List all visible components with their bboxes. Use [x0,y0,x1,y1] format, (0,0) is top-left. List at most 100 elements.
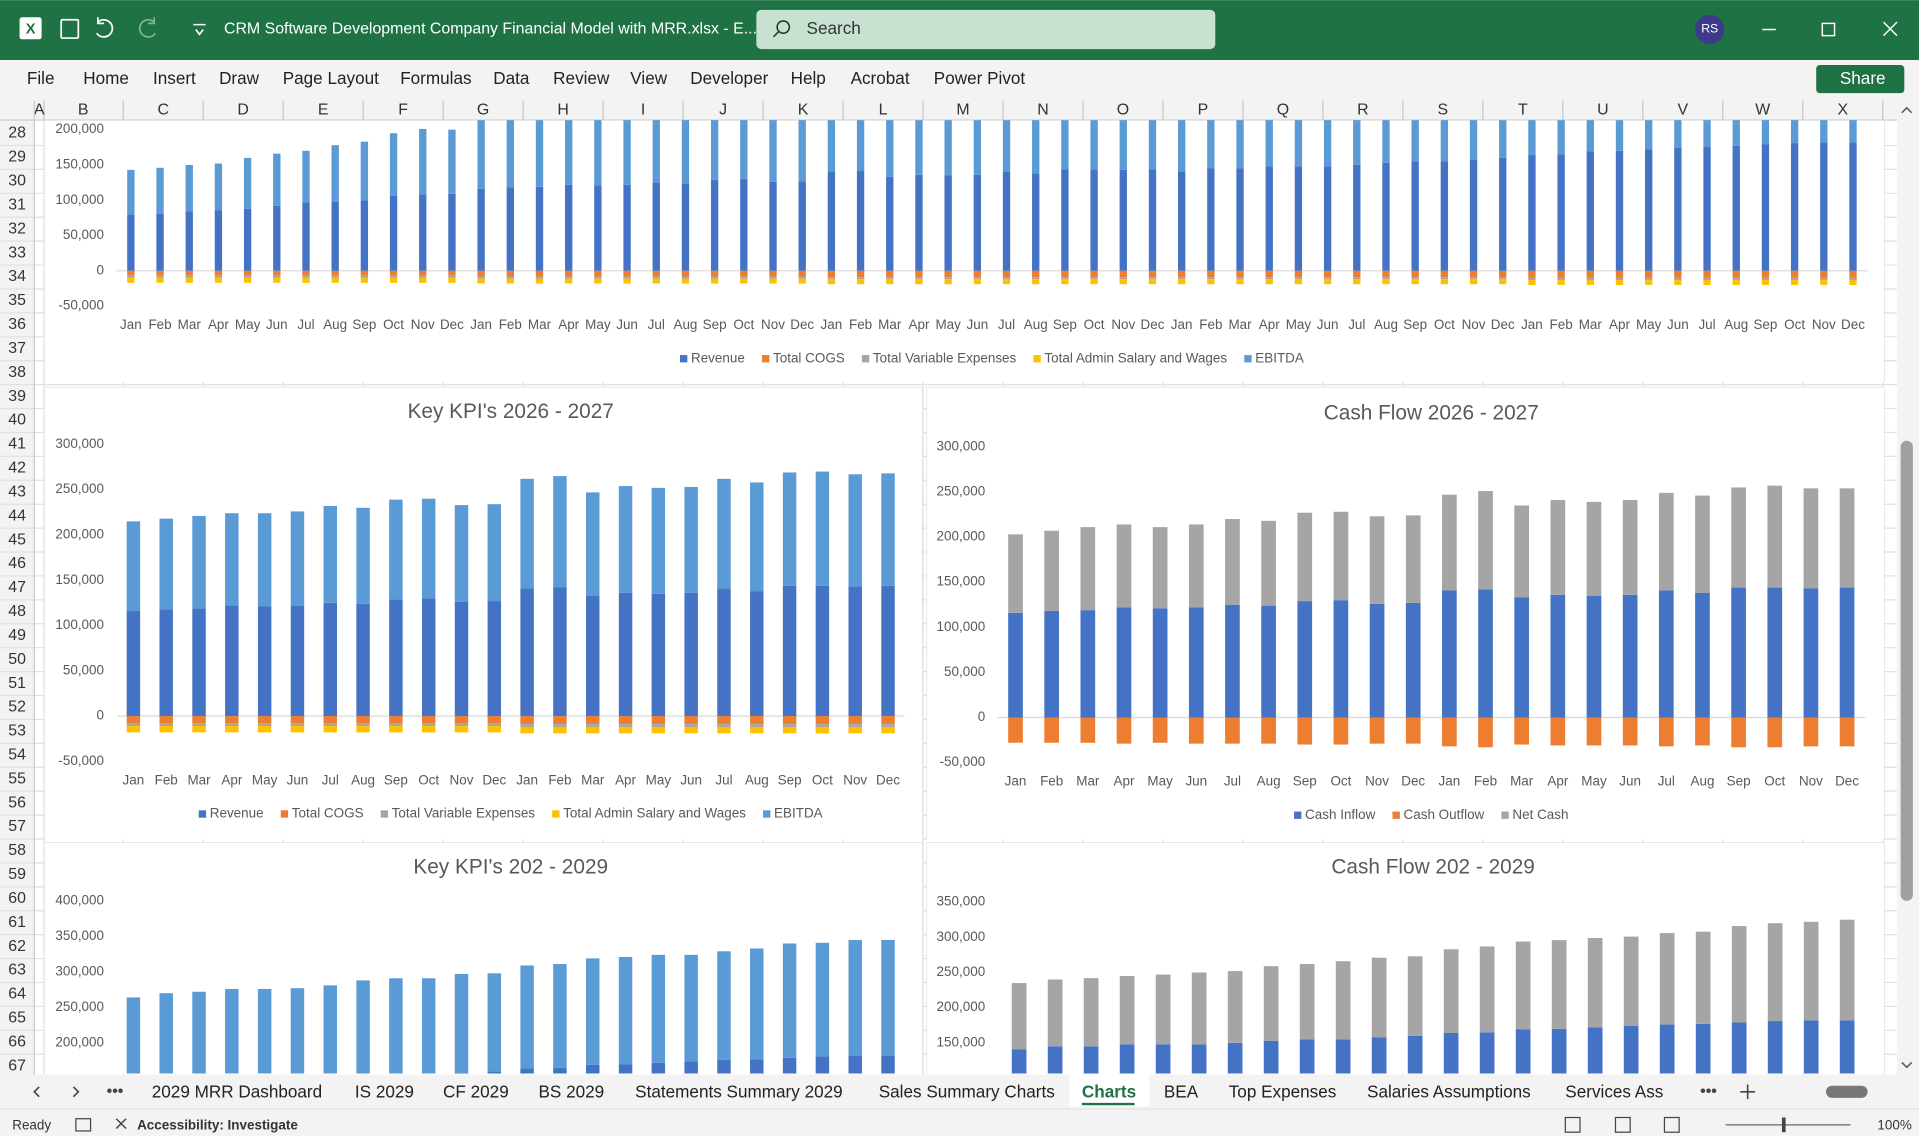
row-header[interactable]: 59 [8,866,26,883]
ribbon-tab[interactable]: Home [83,68,129,88]
row-header[interactable]: 52 [8,699,26,716]
column-header[interactable]: J [719,101,727,118]
ribbon-tab[interactable]: Page Layout [283,68,379,88]
column-header[interactable]: O [1117,101,1129,118]
row-header[interactable]: 61 [8,914,26,931]
sheet-tab[interactable]: Charts [1082,1082,1136,1102]
new-sheet-button[interactable] [1740,1084,1756,1100]
ribbon-tab[interactable]: Draw [219,68,260,88]
search-box[interactable] [756,9,1216,50]
sheet-tab[interactable]: Top Expenses [1229,1082,1337,1102]
column-header[interactable]: H [557,101,569,118]
close-button[interactable] [1882,21,1898,37]
row-header[interactable]: 35 [8,292,26,309]
ribbon-tab[interactable]: Data [493,68,530,88]
column-header[interactable]: Q [1277,101,1289,118]
row-header[interactable]: 67 [8,1057,26,1074]
horizontal-scroll-thumb[interactable] [1825,1085,1868,1098]
column-header[interactable]: F [398,101,408,118]
sheet-tab[interactable]: CF 2029 [443,1082,509,1102]
row-header[interactable]: 45 [8,531,26,548]
row-header[interactable]: 36 [8,316,26,333]
sheet-tab[interactable]: BS 2029 [538,1082,604,1102]
sheet-tab[interactable]: Sales Summary Charts [879,1082,1055,1102]
column-header[interactable]: S [1438,101,1449,118]
row-header[interactable]: 50 [8,651,26,668]
row-header[interactable]: 63 [8,962,26,979]
column-header[interactable]: D [237,101,249,118]
row-header[interactable]: 48 [8,603,26,620]
column-header[interactable]: A [34,101,45,118]
zoom-slider-thumb[interactable] [1781,1117,1786,1133]
row-header[interactable]: 53 [8,723,26,740]
row-header[interactable]: 66 [8,1033,26,1050]
ribbon-tab[interactable]: Power Pivot [934,68,1026,88]
page-break-view[interactable] [1663,1116,1680,1133]
sheet-tab[interactable]: Statements Summary 2029 [635,1082,843,1102]
row-header[interactable]: 55 [8,770,26,787]
row-header[interactable]: 56 [8,794,26,811]
sheet-tab[interactable]: 2029 MRR Dashboard [152,1082,322,1102]
column-header[interactable]: R [1357,101,1369,118]
scrollbar-thumb[interactable] [1900,440,1913,901]
row-header[interactable]: 43 [8,483,26,500]
column-header[interactable]: V [1677,101,1688,118]
ribbon-tab[interactable]: File [27,68,55,88]
row-header[interactable]: 54 [8,747,26,764]
row-header[interactable]: 44 [8,507,26,524]
ribbon-tab[interactable]: View [630,68,667,88]
row-header[interactable]: 57 [8,818,26,835]
row-header[interactable]: 34 [8,268,26,285]
accessibility-status[interactable]: Accessibility: Investigate [137,1118,298,1133]
restore-button[interactable] [1821,22,1836,37]
column-header[interactable]: M [956,101,969,118]
normal-view[interactable] [1564,1116,1581,1133]
column-header[interactable]: I [641,101,645,118]
row-header[interactable]: 60 [8,890,26,907]
row-header[interactable]: 51 [8,675,26,692]
sheet-tab[interactable]: Salaries Assumptions [1367,1082,1531,1102]
row-header[interactable]: 65 [8,1010,26,1027]
share-button[interactable] [1816,64,1905,94]
row-header[interactable]: 28 [8,125,26,142]
column-header[interactable]: G [477,101,489,118]
row-header[interactable]: 40 [8,412,26,429]
ribbon-tab[interactable]: Formulas [400,68,471,88]
column-header[interactable]: B [78,101,89,118]
row-header[interactable]: 41 [8,436,26,453]
row-header[interactable]: 37 [8,340,26,357]
row-header[interactable]: 33 [8,244,26,261]
tab-more-right[interactable]: ••• [1700,1083,1717,1100]
column-header[interactable]: P [1198,101,1209,118]
row-header[interactable]: 42 [8,460,26,477]
undo-icon[interactable] [95,17,114,38]
row-header[interactable]: 39 [8,388,26,405]
row-header[interactable]: 64 [8,986,26,1003]
customize-icon[interactable] [193,23,206,36]
row-header[interactable]: 30 [8,173,26,190]
row-header[interactable]: 62 [8,938,26,955]
ribbon-tab[interactable]: Help [791,68,826,88]
scroll-arrows[interactable] [1901,106,1913,1069]
column-header[interactable]: K [798,101,809,118]
sheet-tab[interactable]: IS 2029 [355,1082,414,1102]
column-header[interactable]: N [1037,101,1049,118]
excel-icon[interactable] [19,17,42,40]
sheet-tab[interactable]: BEA [1164,1082,1199,1102]
row-header[interactable]: 29 [8,149,26,166]
sheet-tab[interactable]: Services Assump [1565,1082,1696,1102]
row-header[interactable]: 58 [8,842,26,859]
page-layout-view[interactable] [1614,1116,1631,1133]
column-header[interactable]: E [318,101,329,118]
zoom-level[interactable]: 100% [1877,1118,1911,1133]
user-avatar[interactable] [1695,14,1725,45]
row-header[interactable]: 49 [8,627,26,644]
column-header[interactable]: W [1755,101,1770,118]
column-header[interactable]: X [1837,101,1848,118]
column-header[interactable]: T [1518,101,1528,118]
tab-more[interactable]: ••• [107,1083,124,1100]
column-header[interactable]: L [879,101,888,118]
tab-scroll-arrows[interactable] [33,1086,80,1098]
save-icon[interactable] [60,18,80,39]
ribbon-tab[interactable]: Developer [690,68,768,88]
